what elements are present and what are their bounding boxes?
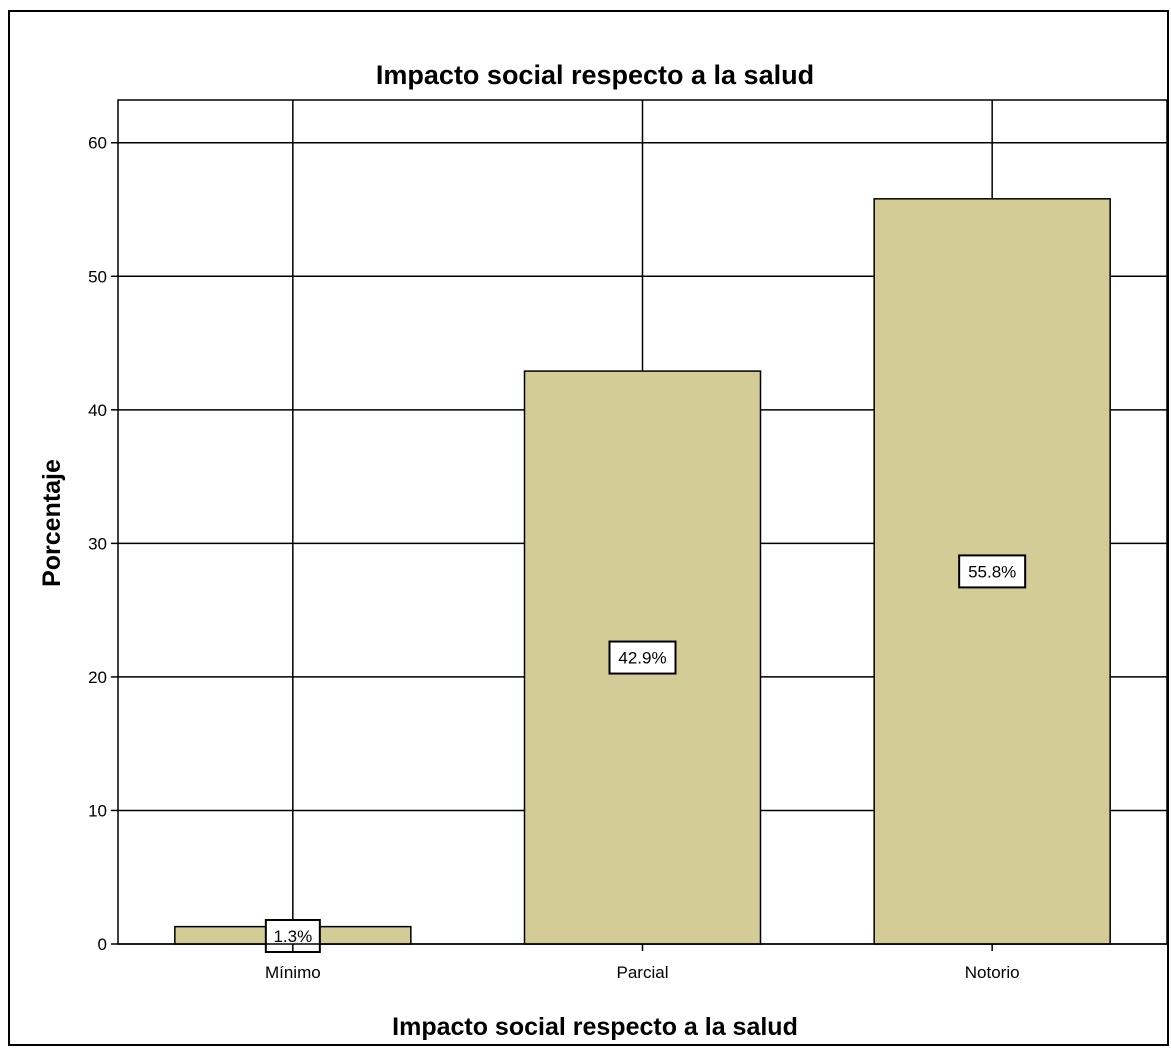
y-tick-label: 30 (88, 534, 107, 553)
y-axis-title: Porcentaje (38, 459, 66, 587)
y-tick-label: 0 (98, 935, 107, 954)
y-tick-label: 50 (88, 267, 107, 286)
x-tick-label: Parcial (617, 963, 669, 982)
data-label: 1.3% (273, 927, 312, 946)
data-label-box (608, 640, 677, 675)
data-label: 42.9% (618, 649, 666, 668)
x-tick-label: Notorio (965, 963, 1020, 982)
y-tick-label: 40 (88, 401, 107, 420)
data-label: 55.8% (968, 562, 1016, 581)
data-label-box (958, 554, 1027, 589)
x-axis-title: Impacto social respecto a la salud (392, 1013, 798, 1041)
x-tick-label: Mínimo (265, 963, 321, 982)
y-tick-label: 10 (88, 801, 107, 820)
plot-area: 0 10 20 30 40 50 60 1.3% 42.9% 55.8% Mínimo Parcial… (88, 99, 1168, 982)
y-tick-label: 20 (88, 668, 107, 687)
y-tick-label: 60 (88, 134, 107, 153)
chart-title: Impacto social respecto a la salud (376, 60, 814, 90)
